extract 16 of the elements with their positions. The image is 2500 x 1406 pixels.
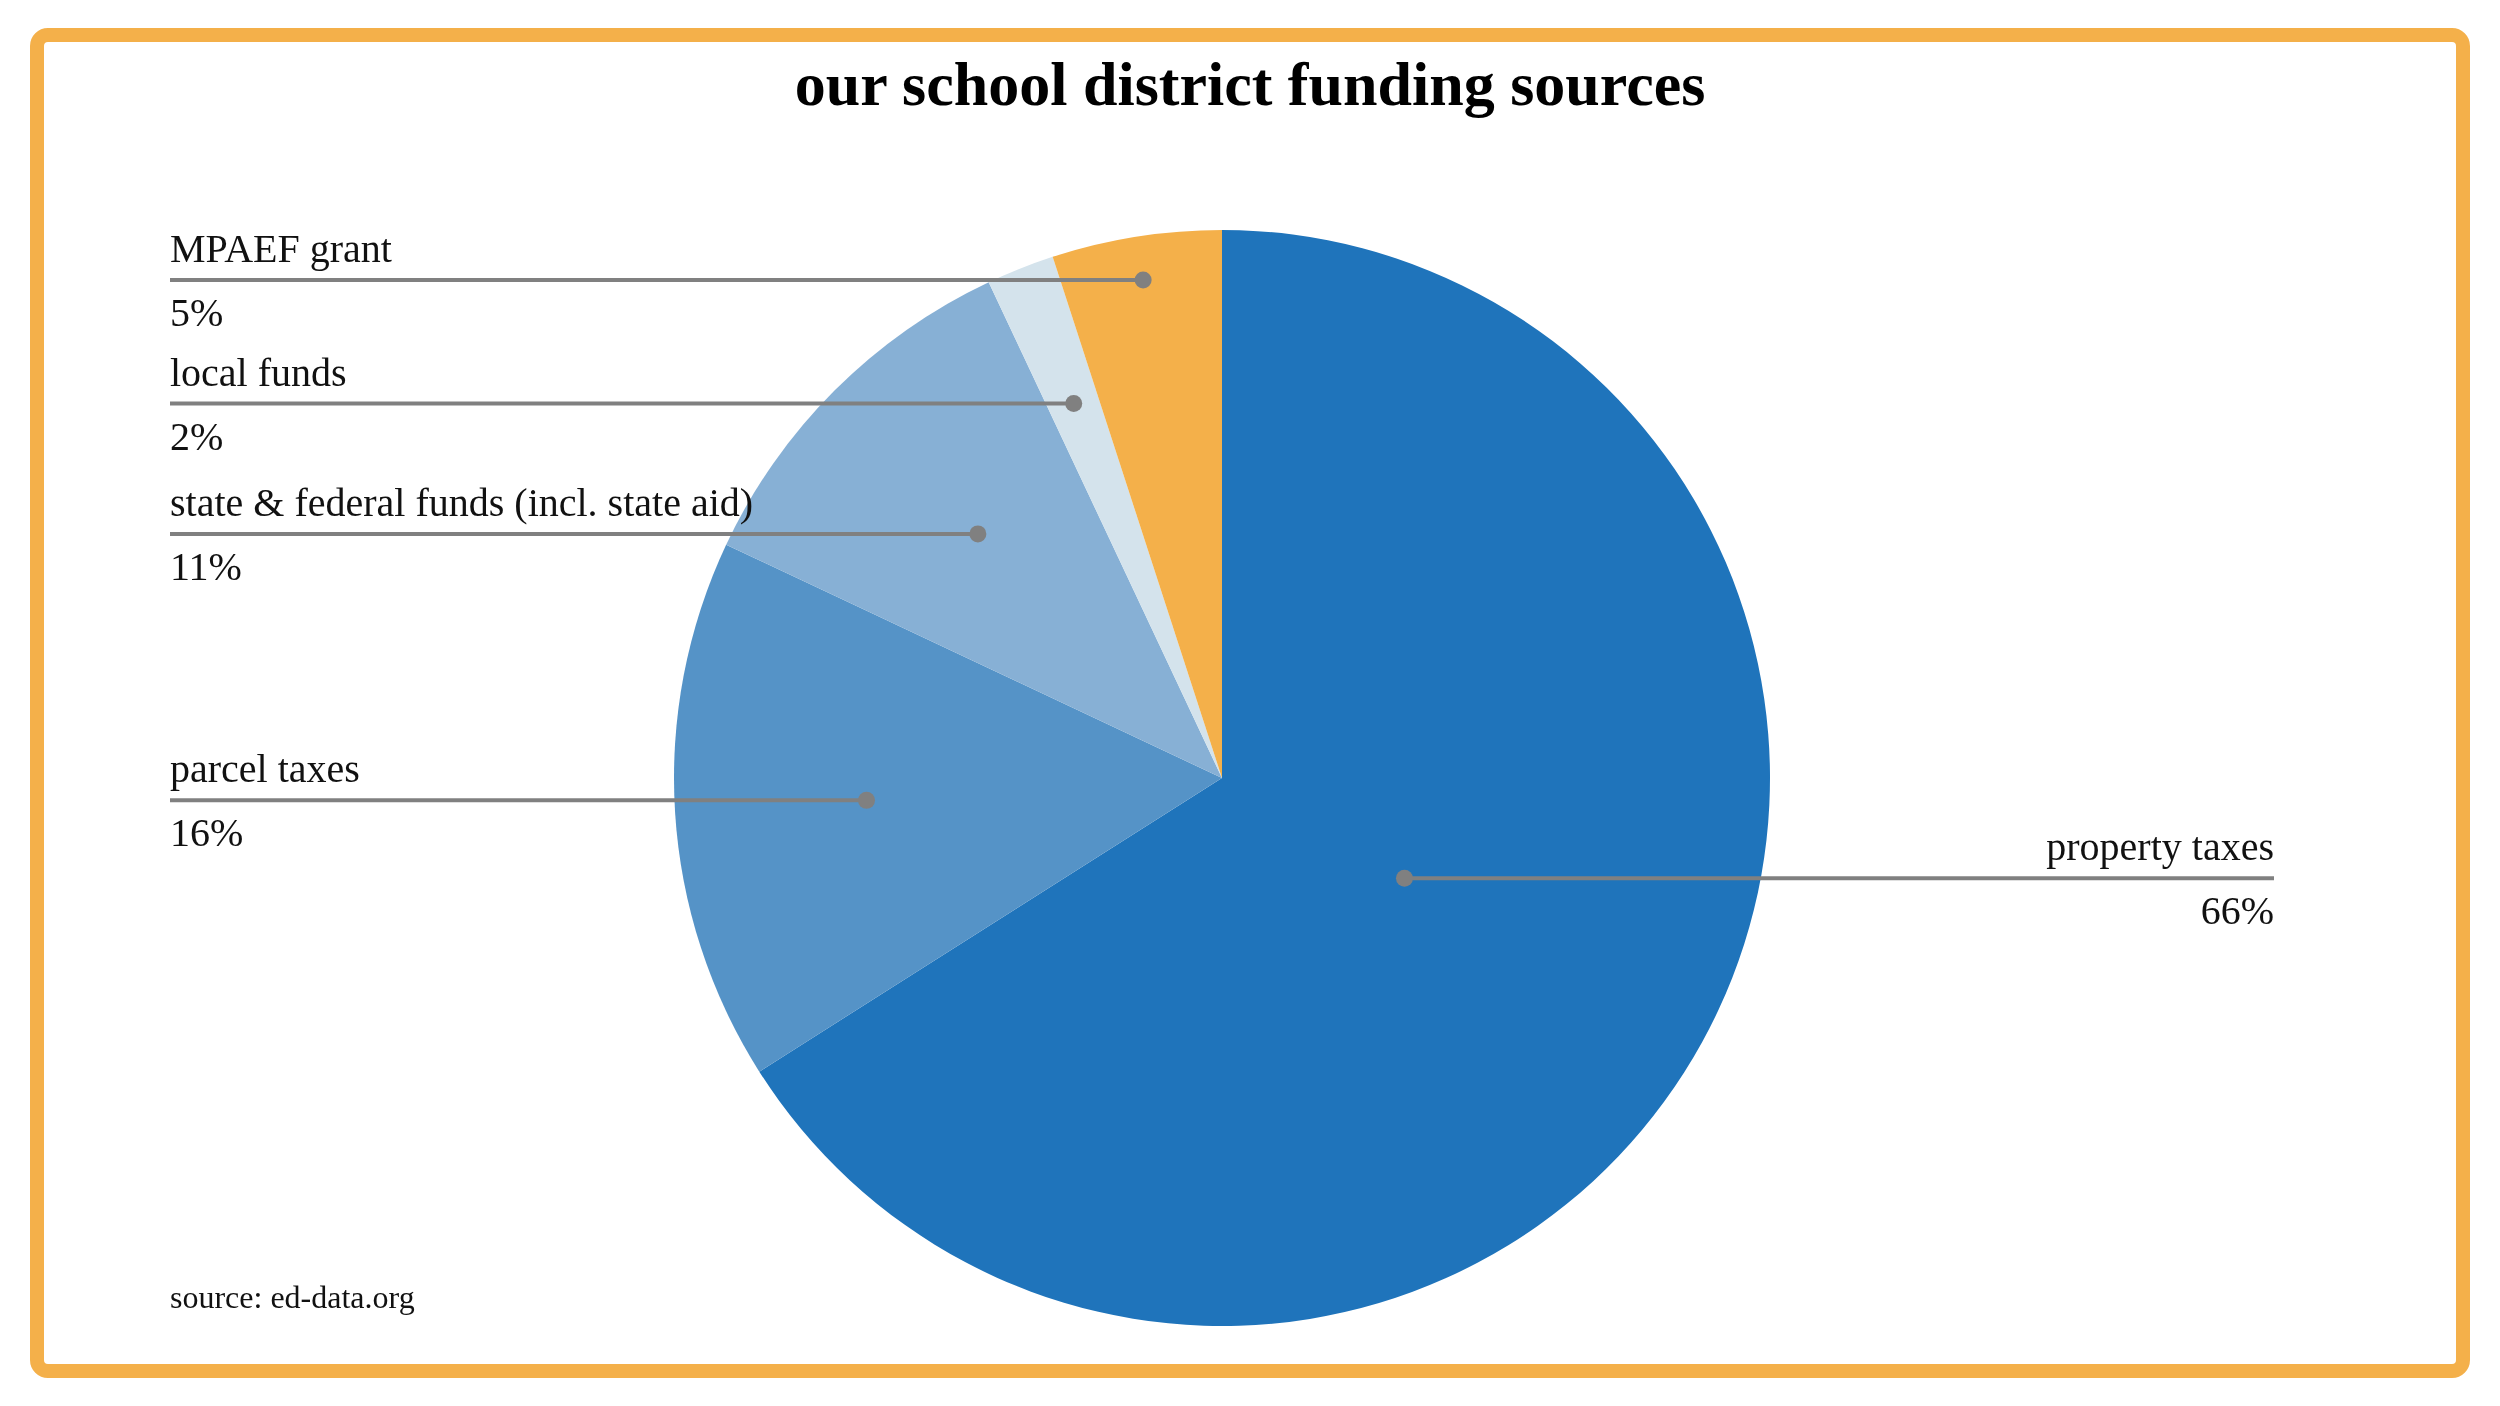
pie-slice: [759, 230, 1770, 1326]
data-label: 16%: [170, 810, 244, 856]
pie-slice: [988, 256, 1222, 778]
slice-label: local funds: [170, 349, 347, 395]
pie-slice: [675, 544, 1222, 1072]
data-label: 2%: [170, 413, 224, 459]
slice-label: parcel taxes: [170, 746, 360, 792]
data-label: 66%: [2200, 888, 2274, 934]
source-note: source: ed-data.org: [170, 1279, 415, 1315]
slice-label: property taxes: [2046, 824, 2274, 870]
data-label: 11%: [170, 543, 242, 589]
data-label: 5%: [170, 290, 224, 336]
chart-title: our school district funding sources: [794, 50, 1706, 118]
slice-label: state & federal funds (incl. state aid): [170, 479, 754, 525]
slice-label: MPAEF grant: [170, 226, 392, 272]
pie-slice: [1052, 230, 1222, 778]
